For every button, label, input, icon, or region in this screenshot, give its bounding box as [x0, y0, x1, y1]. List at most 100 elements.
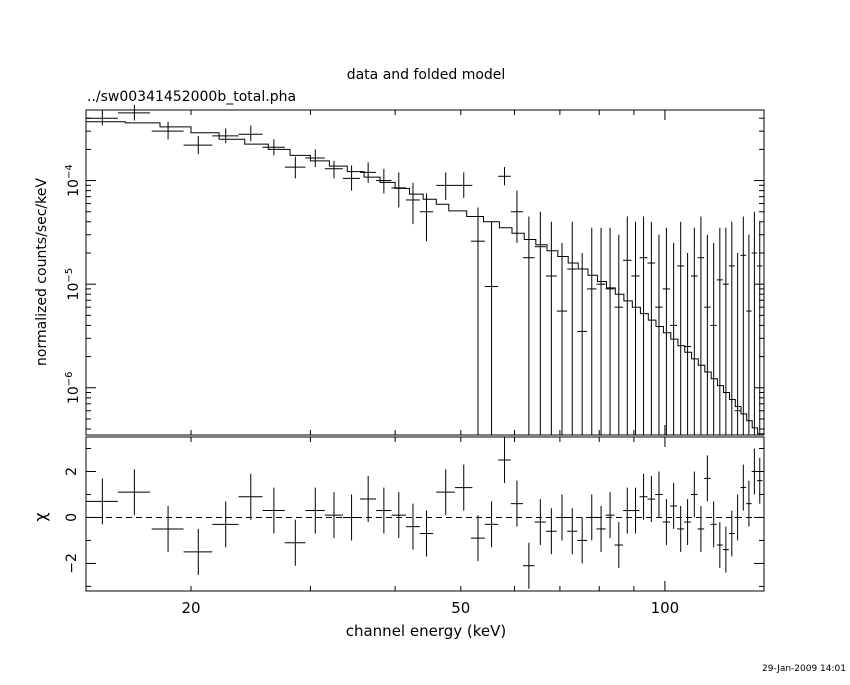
residual-point — [740, 464, 747, 511]
timestamp: 29-Jan-2009 14:01 — [762, 664, 846, 674]
data-point — [751, 211, 758, 435]
residual-point — [376, 487, 392, 534]
residual-point — [697, 505, 705, 552]
residual-point — [86, 478, 118, 525]
residual-point — [639, 473, 648, 520]
residual-point — [631, 487, 640, 534]
residual-point — [305, 487, 325, 534]
residual-point — [690, 471, 698, 518]
data-point — [605, 227, 615, 435]
spectrum-panel: 10−4 10−5 10−6 — [64, 104, 765, 436]
residual-point — [183, 528, 213, 575]
data-point — [631, 221, 640, 435]
residual-point — [324, 492, 343, 539]
data-point — [342, 165, 360, 191]
residual-point — [391, 492, 406, 539]
data-point — [704, 234, 711, 435]
data-point — [647, 221, 656, 435]
data-point — [670, 242, 678, 435]
residual-point — [751, 448, 758, 495]
data-point — [722, 227, 729, 435]
data-point — [677, 221, 685, 435]
residual-point — [498, 437, 511, 483]
data-point — [534, 211, 546, 435]
data-point — [734, 252, 741, 435]
residual-point — [587, 494, 597, 541]
residual-point — [734, 494, 741, 541]
data-point — [117, 104, 151, 121]
data-point — [662, 227, 671, 435]
data-point — [391, 172, 406, 208]
residual-point — [522, 542, 535, 589]
residual-point — [419, 510, 434, 557]
residual-point — [757, 457, 763, 504]
data-point — [436, 172, 455, 200]
data-point — [577, 252, 588, 435]
residual-point — [556, 494, 568, 541]
bottom-frame — [85, 436, 765, 592]
residual-point — [655, 471, 663, 518]
residual-point — [484, 501, 499, 548]
residual-point — [577, 517, 588, 564]
data-point — [324, 160, 343, 179]
top-y-tick-label: 10−5 — [64, 268, 82, 301]
data-point — [151, 121, 184, 140]
data-point — [746, 234, 752, 435]
data-point — [498, 167, 511, 186]
model-step-line — [86, 121, 764, 435]
bottom-y-tick-label: −2 — [64, 553, 80, 574]
top-y-tick-label: 10−6 — [64, 371, 82, 404]
data-point — [86, 110, 118, 126]
residual-point — [534, 499, 546, 546]
residual-point — [605, 492, 615, 539]
residual-point — [262, 487, 285, 534]
data-point — [262, 139, 285, 156]
x-tick-label: 100 — [651, 599, 680, 617]
data-point — [728, 221, 735, 435]
residual-point — [470, 515, 485, 562]
data-point — [419, 193, 434, 242]
bottom-y-axis-label: χ — [31, 512, 50, 521]
residual-point — [746, 480, 752, 527]
residual-point — [728, 510, 735, 557]
data-point — [405, 182, 420, 225]
residual-point — [151, 505, 184, 552]
data-point — [596, 227, 606, 435]
data-point — [710, 242, 717, 435]
residual-point — [212, 501, 239, 548]
data-point — [690, 227, 698, 435]
file-name: ../sw00341452000b_total.pha — [87, 89, 296, 105]
residual-point — [454, 464, 473, 511]
plot-title: data and folded model — [347, 67, 506, 83]
data-point — [238, 125, 263, 142]
data-point — [376, 168, 392, 194]
residual-point — [662, 499, 671, 546]
x-tick-label: 20 — [181, 599, 200, 617]
residual-point — [722, 526, 729, 573]
data-point — [623, 216, 632, 435]
data-point — [454, 172, 473, 198]
data-point — [556, 242, 568, 435]
residual-point — [342, 494, 360, 541]
top-frame — [85, 109, 765, 436]
bottom-y-tick-label: 2 — [64, 467, 80, 476]
data-point — [359, 162, 377, 183]
data-point — [545, 221, 557, 435]
residual-point — [704, 455, 711, 502]
data-point — [470, 207, 485, 435]
residual-point — [510, 480, 523, 527]
data-point — [567, 221, 578, 435]
residual-point — [596, 505, 606, 552]
data-point — [284, 156, 306, 179]
data-point — [587, 227, 597, 435]
data-point — [522, 216, 535, 435]
data-point — [655, 234, 663, 435]
residual-point — [117, 469, 151, 516]
residual-point — [284, 519, 306, 566]
data-point — [510, 190, 523, 243]
residual-point — [684, 499, 691, 546]
data-point — [484, 221, 499, 435]
